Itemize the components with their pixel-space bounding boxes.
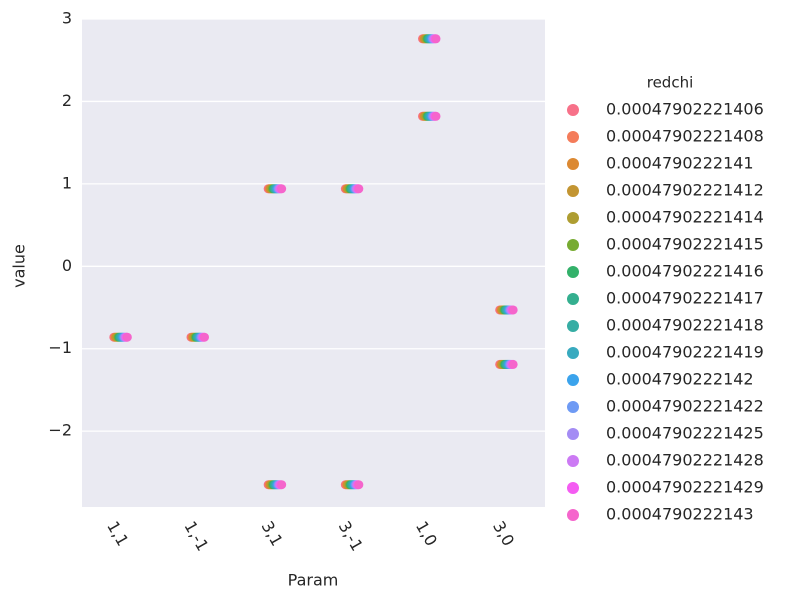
- legend-marker: [567, 509, 579, 521]
- legend-marker: [567, 401, 579, 413]
- legend-marker: [567, 239, 579, 251]
- legend-marker: [567, 482, 579, 494]
- plot-background: [82, 19, 545, 507]
- legend-label: 0.00047902221425: [606, 424, 764, 443]
- legend-marker: [567, 158, 579, 170]
- x-tick-label: 1,1: [103, 518, 132, 550]
- strip-point: [431, 34, 441, 44]
- x-tick-label: 1,0: [412, 518, 441, 550]
- strip-point: [508, 305, 518, 315]
- y-tick-label: 1: [62, 173, 72, 192]
- x-tick-label: 3,0: [489, 518, 518, 550]
- strip-point: [122, 332, 132, 342]
- legend-label: 0.00047902221422: [606, 397, 764, 416]
- legend-marker: [567, 293, 579, 305]
- legend-label: 0.0004790222143: [606, 505, 754, 524]
- legend-label: 0.00047902221412: [606, 181, 764, 200]
- legend-marker: [567, 266, 579, 278]
- legend-label: 0.00047902221408: [606, 127, 764, 146]
- legend-label: 0.00047902221417: [606, 289, 764, 308]
- x-tick-label: 1,-1: [180, 518, 212, 555]
- y-tick-label: −1: [48, 338, 72, 357]
- legend-label: 0.00047902221406: [606, 100, 764, 119]
- x-axis-label: Param: [288, 571, 339, 590]
- legend-label: 0.00047902221429: [606, 478, 764, 497]
- legend-label: 0.0004790222141: [606, 154, 754, 173]
- y-axis-label: value: [10, 244, 29, 288]
- strip-point: [508, 359, 518, 369]
- y-tick-label: 2: [62, 91, 72, 110]
- legend-marker: [567, 131, 579, 143]
- legend-marker: [567, 347, 579, 359]
- strip-point: [431, 111, 441, 121]
- strip-point: [354, 184, 364, 194]
- legend-marker: [567, 374, 579, 386]
- legend-marker: [567, 428, 579, 440]
- strip-point: [200, 332, 209, 342]
- y-tick-label: −2: [48, 421, 72, 440]
- legend-label: 0.00047902221418: [606, 316, 764, 335]
- y-tick-label: 0: [62, 256, 72, 275]
- legend-marker: [567, 212, 579, 224]
- legend-label: 0.0004790222142: [606, 370, 754, 389]
- legend-marker: [567, 320, 579, 332]
- strip-point: [354, 480, 364, 490]
- legend-label: 0.00047902221414: [606, 208, 764, 227]
- legend-marker: [567, 185, 579, 197]
- legend-title: redchi: [647, 74, 694, 92]
- legend-label: 0.00047902221415: [606, 235, 764, 254]
- y-tick-label: 3: [62, 9, 72, 28]
- strip-point: [277, 480, 287, 490]
- legend-label: 0.00047902221419: [606, 343, 764, 362]
- legend-label: 0.00047902221428: [606, 451, 764, 470]
- legend-marker: [567, 104, 579, 116]
- x-tick-label: 3,1: [258, 518, 287, 550]
- legend-label: 0.00047902221416: [606, 262, 764, 281]
- strip-point: [277, 184, 287, 194]
- legend-marker: [567, 455, 579, 467]
- x-tick-label: 3,-1: [335, 518, 367, 555]
